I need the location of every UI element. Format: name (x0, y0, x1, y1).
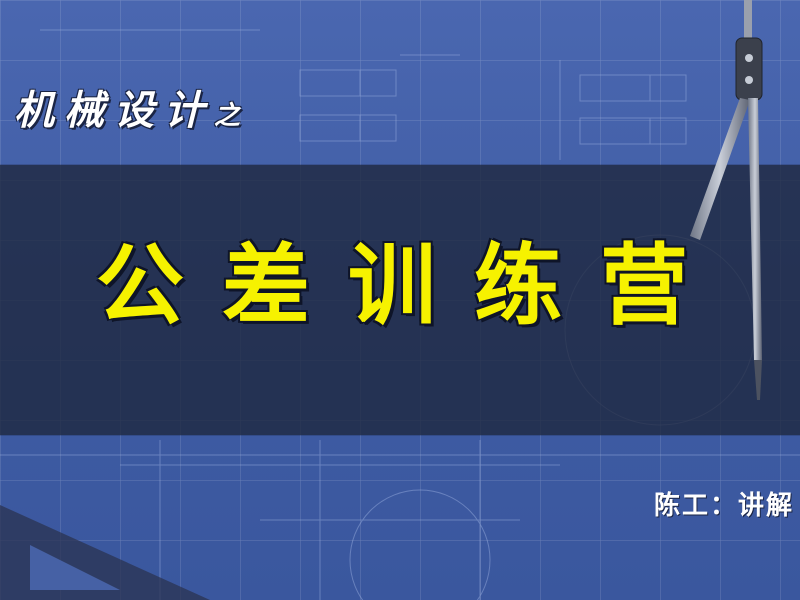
main-title: 公差训练营 (95, 234, 726, 337)
set-square-icon (0, 505, 210, 600)
drafting-compass-icon (690, 0, 763, 400)
series-title: 机械设计之 (14, 78, 240, 136)
series-title-main: 机械设计 (14, 88, 214, 134)
presenter-label: 陈工：讲解 (653, 491, 794, 521)
title-band (0, 165, 800, 435)
series-title-suffix: 之 (214, 101, 241, 131)
